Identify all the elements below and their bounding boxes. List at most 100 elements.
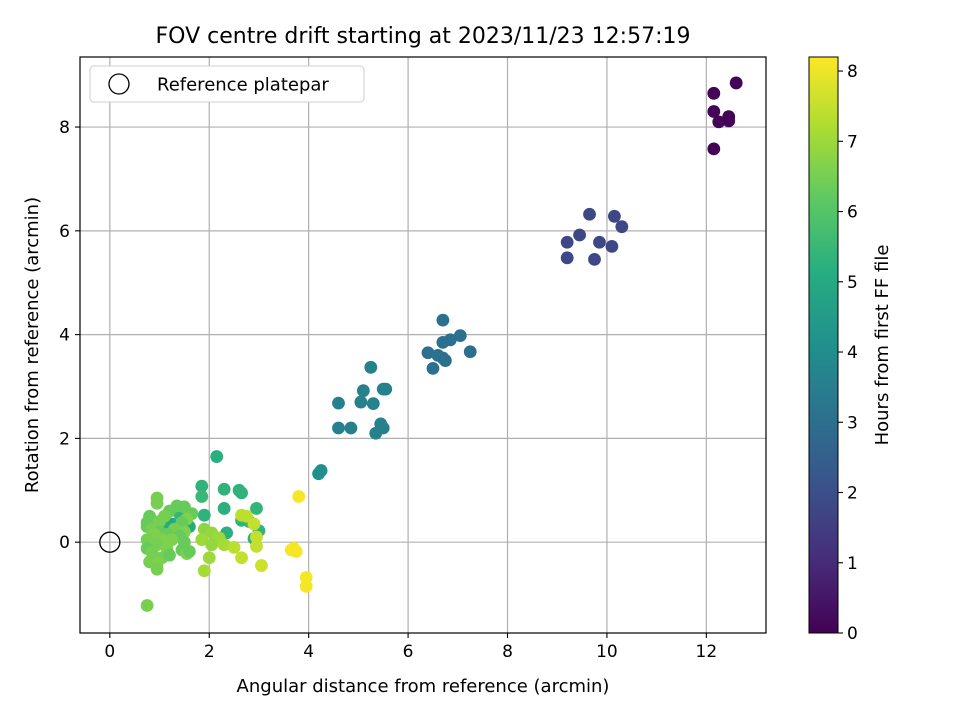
- data-point: [560, 235, 574, 249]
- data-point: [197, 564, 211, 578]
- data-point: [421, 346, 435, 360]
- data-point: [344, 421, 358, 435]
- data-point: [588, 252, 601, 266]
- x-tick-label: 10: [596, 642, 618, 662]
- data-point: [250, 530, 263, 544]
- x-tick-label: 8: [502, 642, 513, 662]
- data-point: [227, 540, 241, 554]
- plot-frame: [79, 56, 767, 634]
- colorbar-tick-label: 6: [847, 203, 858, 223]
- data-point: [140, 533, 154, 546]
- legend-box: [89, 65, 365, 103]
- legend-entry-reference: Reference platepar: [157, 75, 329, 96]
- y-tick-label: 2: [59, 429, 70, 449]
- data-point: [197, 508, 211, 522]
- data-point: [607, 209, 621, 223]
- x-tick-label: 6: [403, 642, 414, 662]
- data-point: [250, 539, 263, 553]
- data-point: [140, 599, 154, 612]
- data-point: [707, 142, 721, 156]
- data-point: [332, 421, 345, 435]
- data-point: [560, 251, 574, 265]
- colorbar-tick-label: 8: [847, 62, 858, 82]
- colorbar-ticks: 0 1 2 3 4 5 6 7 8: [838, 62, 858, 644]
- x-tick-label: 0: [104, 642, 115, 662]
- data-point: [210, 450, 224, 463]
- data-point: [150, 496, 164, 510]
- data-point: [250, 502, 263, 515]
- data-point: [195, 533, 209, 546]
- data-point: [356, 384, 370, 398]
- data-points: [99, 76, 743, 612]
- colorbar-tick-label: 0: [847, 624, 858, 644]
- data-point: [195, 479, 209, 493]
- data-point: [573, 228, 586, 242]
- colorbar-label: Hours from first FF file: [872, 245, 893, 446]
- colorbar-tick-label: 2: [847, 484, 858, 504]
- colorbar-gradient: [808, 56, 839, 634]
- data-point: [150, 562, 164, 576]
- data-point: [195, 490, 209, 503]
- data-point: [436, 336, 450, 349]
- colorbar-tick-label: 5: [847, 273, 858, 293]
- x-tick-label: 12: [696, 642, 718, 662]
- data-point: [332, 396, 345, 410]
- data-point: [707, 105, 721, 118]
- legend-marker-reference: [108, 73, 130, 95]
- colorbar: 0 1 2 3 4 5 6 7 8 Hours from first FF file: [808, 56, 893, 644]
- x-tick-label: 4: [303, 642, 314, 662]
- data-point: [217, 538, 231, 552]
- colorbar-tick-label: 3: [847, 413, 858, 433]
- data-point: [182, 545, 196, 558]
- data-point: [292, 490, 306, 503]
- y-tick-label: 6: [59, 222, 70, 242]
- data-point: [722, 114, 736, 128]
- data-point: [605, 240, 619, 253]
- y-tick-label: 4: [59, 326, 70, 346]
- data-point: [364, 360, 378, 374]
- data-point: [369, 426, 383, 440]
- x-axis-label: Angular distance from reference (arcmin): [237, 676, 610, 697]
- x-tick-label: 2: [204, 642, 215, 662]
- legend: Reference platepar: [89, 65, 365, 103]
- data-point: [205, 538, 219, 552]
- data-point: [615, 220, 629, 234]
- colorbar-tick-label: 7: [847, 132, 858, 152]
- axes-ticks: 0 2 4 6 8 10 12 0 2 4 6 8: [59, 118, 717, 662]
- y-axis-label: Rotation from reference (arcmin): [22, 197, 43, 493]
- colorbar-tick-label: 1: [847, 554, 858, 574]
- data-point: [299, 579, 313, 593]
- y-tick-label: 8: [59, 118, 70, 138]
- data-point: [707, 86, 721, 100]
- data-point: [255, 559, 268, 572]
- data-point: [593, 235, 606, 249]
- grid: [80, 57, 766, 633]
- data-point: [729, 76, 743, 90]
- data-point: [436, 313, 450, 327]
- data-point: [217, 482, 231, 496]
- data-point: [235, 486, 248, 500]
- data-point: [583, 207, 596, 221]
- data-point: [284, 543, 298, 557]
- data-point: [438, 354, 452, 367]
- data-point: [202, 551, 216, 565]
- data-point: [426, 361, 440, 375]
- colorbar-tick-label: 4: [847, 343, 858, 363]
- data-point: [235, 551, 248, 565]
- reference-platepar-marker: [99, 531, 121, 553]
- y-tick-label: 0: [59, 533, 70, 553]
- data-point: [379, 382, 393, 396]
- data-point: [354, 395, 368, 409]
- data-point: [712, 115, 726, 129]
- data-point: [163, 548, 176, 562]
- data-point: [299, 571, 313, 584]
- data-point: [463, 345, 477, 359]
- data-point: [312, 467, 326, 481]
- data-point: [247, 517, 261, 531]
- data-point: [217, 502, 231, 515]
- data-point: [453, 329, 467, 343]
- chart-title: FOV centre drift starting at 2023/11/23 …: [156, 24, 691, 49]
- data-point: [366, 397, 380, 411]
